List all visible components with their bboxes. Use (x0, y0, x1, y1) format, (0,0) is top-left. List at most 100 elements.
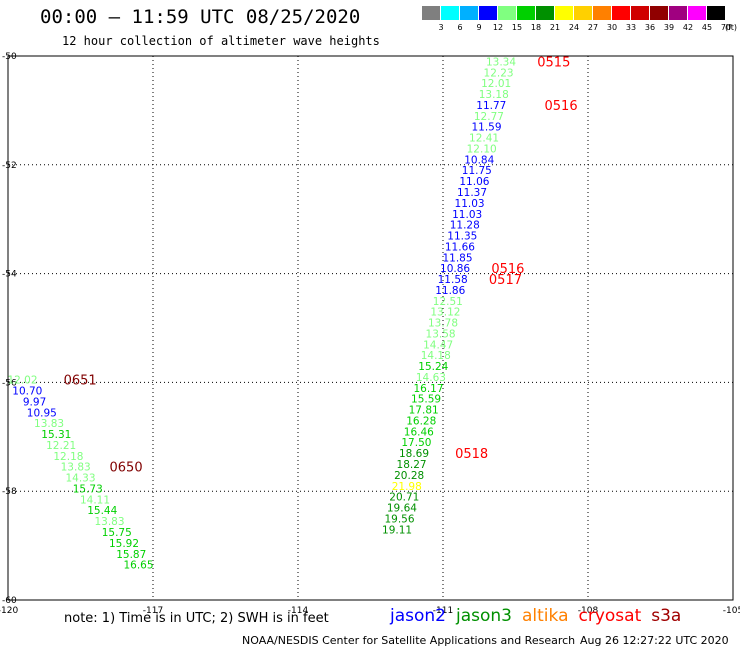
swh-value-label: 11.35 (447, 231, 477, 243)
colorbar-label: 27 (587, 23, 599, 32)
colorbar-label: 33 (625, 23, 637, 32)
swh-value-label: 10.95 (27, 407, 57, 419)
colorbar-swatch (688, 6, 707, 20)
colorbar-label: 9 (476, 23, 482, 32)
pass-time-label: 0515 (537, 55, 570, 70)
swh-value-label: 20.28 (394, 470, 424, 482)
credits: NOAA/NESDIS Center for Satellite Applica… (242, 634, 576, 647)
pass-time-label: 0518 (455, 447, 488, 462)
swh-value-label: 12.18 (53, 451, 83, 463)
generated-timestamp: Aug 26 12:27:22 UTC 2020 (580, 634, 729, 647)
legend-altika: altika (522, 606, 569, 626)
swh-value-label: 11.03 (452, 209, 482, 221)
swh-value-label: 18.27 (397, 459, 427, 471)
swh-value-label: 19.64 (387, 503, 417, 515)
latitude-tick-label: -60 (2, 596, 17, 606)
swh-value-label: 11.03 (455, 198, 485, 210)
swh-value-label: 11.86 (435, 285, 465, 297)
swh-value-label: 13.83 (94, 516, 124, 528)
swh-value-label: 10.84 (464, 154, 494, 166)
colorbar-swatch (517, 6, 536, 20)
colorbar-label: 24 (568, 23, 580, 32)
colorbar-swatch (422, 6, 441, 20)
swh-value-label: 16.17 (413, 383, 443, 395)
swh-value-label: 16.65 (123, 560, 153, 572)
page-subtitle: 12 hour collection of altimeter wave hei… (62, 34, 380, 48)
colorbar-swatch (498, 6, 517, 20)
longitude-tick-label: -120 (0, 606, 18, 616)
swh-value-label: 16.46 (404, 426, 434, 438)
swh-value-label: 14.33 (65, 473, 95, 485)
swh-value-label: 11.28 (450, 220, 480, 232)
colorbar-swatch (441, 6, 460, 20)
swh-value-label: 11.77 (476, 100, 506, 112)
latitude-tick-label: -56 (2, 378, 17, 388)
colorbar-swatch (460, 6, 479, 20)
satellite-legend: jason2 jason3 altika cryosat s3a (390, 606, 691, 626)
colorbar-swatch (707, 6, 726, 20)
pass-time-label: 0650 (110, 461, 143, 476)
swh-value-label: 15.75 (102, 527, 132, 539)
swh-value-label: 11.06 (459, 176, 489, 188)
colorbar-label: 15 (511, 23, 523, 32)
swh-value-label: 14.18 (421, 350, 451, 362)
swh-value-label: 18.69 (399, 448, 429, 460)
longitude-tick-label: -114 (288, 606, 309, 616)
swh-value-label: 19.56 (384, 513, 414, 525)
colorbar-label: 18 (530, 23, 542, 32)
swh-value-label: 19.11 (382, 524, 412, 536)
swh-value-label: 12.77 (474, 111, 504, 123)
swh-value-label: 15.73 (73, 483, 103, 495)
legend-jason2: jason2 (390, 606, 446, 626)
colorbar-label: 21 (549, 23, 561, 32)
swh-value-label: 11.59 (471, 122, 501, 134)
colorbar-swatch (612, 6, 631, 20)
colorbar-swatch (669, 6, 688, 20)
swh-value-label: 15.44 (87, 505, 117, 517)
colorbar-label: 30 (606, 23, 618, 32)
swh-value-label: 11.66 (445, 241, 475, 253)
swh-value-label: 12.41 (469, 133, 499, 145)
swh-value-label: 12.21 (46, 440, 76, 452)
swh-value-label: 13.83 (34, 418, 64, 430)
colorbar-label: 70 (720, 23, 732, 32)
swh-value-label: 15.92 (109, 538, 139, 550)
pass-time-label: 0651 (64, 374, 97, 389)
colorbar-unit: (ft) (724, 23, 738, 32)
colorbar-swatch (593, 6, 612, 20)
swh-value-label: 17.81 (409, 405, 439, 417)
footnote: note: 1) Time is in UTC; 2) SWH is in fe… (64, 611, 329, 626)
colorbar-swatch (555, 6, 574, 20)
swh-value-label: 15.59 (411, 394, 441, 406)
swh-value-label: 13.83 (61, 462, 91, 474)
swh-value-label: 10.86 (440, 263, 470, 275)
latitude-tick-label: -50 (2, 52, 17, 62)
page-title: 00:00 – 11:59 UTC 08/25/2020 (40, 6, 361, 28)
colorbar-label: 36 (644, 23, 656, 32)
swh-value-label: 12.23 (484, 67, 514, 79)
colorbar-label: 3 (438, 23, 444, 32)
colorbar-label: 12 (492, 23, 504, 32)
swh-value-label: 9.97 (23, 396, 46, 408)
swh-value-label: 12.02 (7, 375, 37, 387)
swh-value-label: 13.34 (486, 56, 516, 68)
longitude-tick-label: -108 (578, 606, 599, 616)
swh-value-label: 10.70 (12, 386, 42, 398)
pass-time-label: 0516 (545, 99, 578, 114)
colorbar-swatch (536, 6, 555, 20)
swh-value-label: 11.58 (438, 274, 468, 286)
latitude-tick-label: -54 (2, 270, 17, 280)
swh-value-label: 13.78 (428, 318, 458, 330)
colorbar-label: 42 (682, 23, 694, 32)
swh-value-label: 15.24 (418, 361, 448, 373)
swh-value-label: 14.47 (423, 339, 453, 351)
pass-time-label: 0517 (489, 273, 522, 288)
colorbar-swatch (574, 6, 593, 20)
pass-time-label: 0516 (491, 262, 524, 277)
latitude-tick-label: -52 (2, 161, 17, 171)
swh-value-label: 14.11 (80, 494, 110, 506)
swh-value-label: 17.50 (401, 437, 431, 449)
swh-value-label: 15.87 (116, 549, 146, 561)
latitude-tick-label: -58 (2, 487, 17, 497)
